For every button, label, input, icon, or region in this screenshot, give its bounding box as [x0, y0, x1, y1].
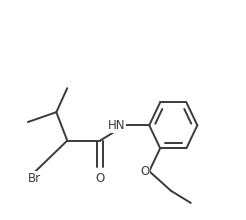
- Text: Br: Br: [28, 172, 41, 185]
- Text: O: O: [140, 165, 149, 178]
- Text: O: O: [95, 172, 105, 185]
- Text: HN: HN: [108, 119, 125, 132]
